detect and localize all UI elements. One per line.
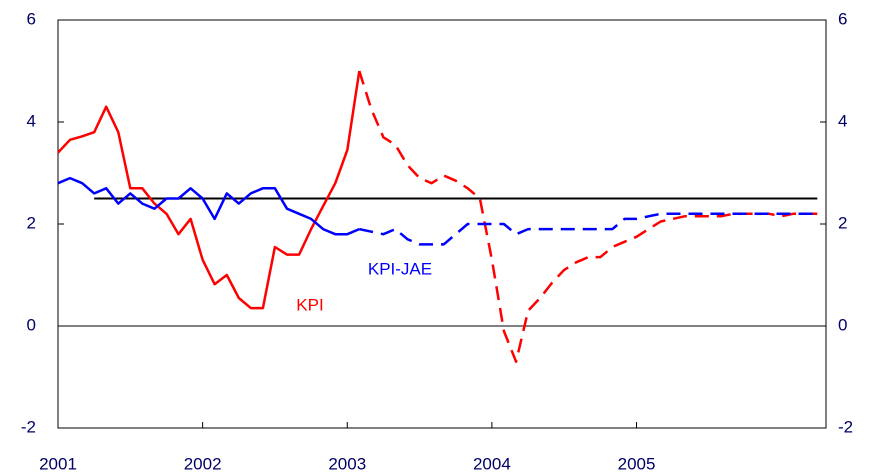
y2-tick-label: 6 xyxy=(838,9,847,28)
series-label: KPI xyxy=(296,295,323,314)
y2-tick-label: 0 xyxy=(838,315,847,334)
forecast-line xyxy=(359,212,818,246)
series-line xyxy=(57,70,361,310)
y-tick-label: 2 xyxy=(27,213,36,232)
x-tick-label: 2005 xyxy=(618,454,656,473)
forecast-line xyxy=(358,70,818,363)
x-tick-label: 2001 xyxy=(39,454,77,473)
x-tick-label: 2004 xyxy=(473,454,511,473)
series-label: KPI-JAE xyxy=(368,259,432,278)
y2-tick-label: 4 xyxy=(838,111,847,130)
y-tick-label: 4 xyxy=(27,111,36,130)
y-tick-label: 0 xyxy=(27,315,36,334)
y-tick-label: 6 xyxy=(27,9,36,28)
y-tick-label: -2 xyxy=(21,417,36,436)
y2-tick-label: -2 xyxy=(838,417,853,436)
x-tick-label: 2003 xyxy=(328,454,366,473)
x-tick-label: 2002 xyxy=(184,454,222,473)
y2-tick-label: 2 xyxy=(838,213,847,232)
series-line xyxy=(57,176,360,236)
